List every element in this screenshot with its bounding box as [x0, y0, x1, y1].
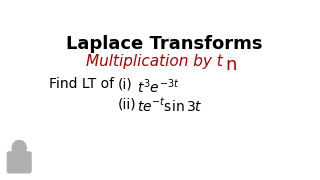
- Text: Multiplication by t: Multiplication by t: [86, 54, 223, 69]
- Text: (i): (i): [117, 77, 132, 91]
- Text: (ii): (ii): [117, 97, 136, 111]
- Text: $t^3 e^{-3t}$: $t^3 e^{-3t}$: [137, 77, 180, 96]
- FancyBboxPatch shape: [7, 152, 31, 173]
- Text: Find LT of: Find LT of: [49, 77, 115, 91]
- Text: n: n: [225, 56, 236, 74]
- Text: Laplace Transforms: Laplace Transforms: [66, 35, 262, 53]
- Text: $te^{-t} \sin 3t$: $te^{-t} \sin 3t$: [137, 97, 203, 115]
- Circle shape: [12, 140, 26, 156]
